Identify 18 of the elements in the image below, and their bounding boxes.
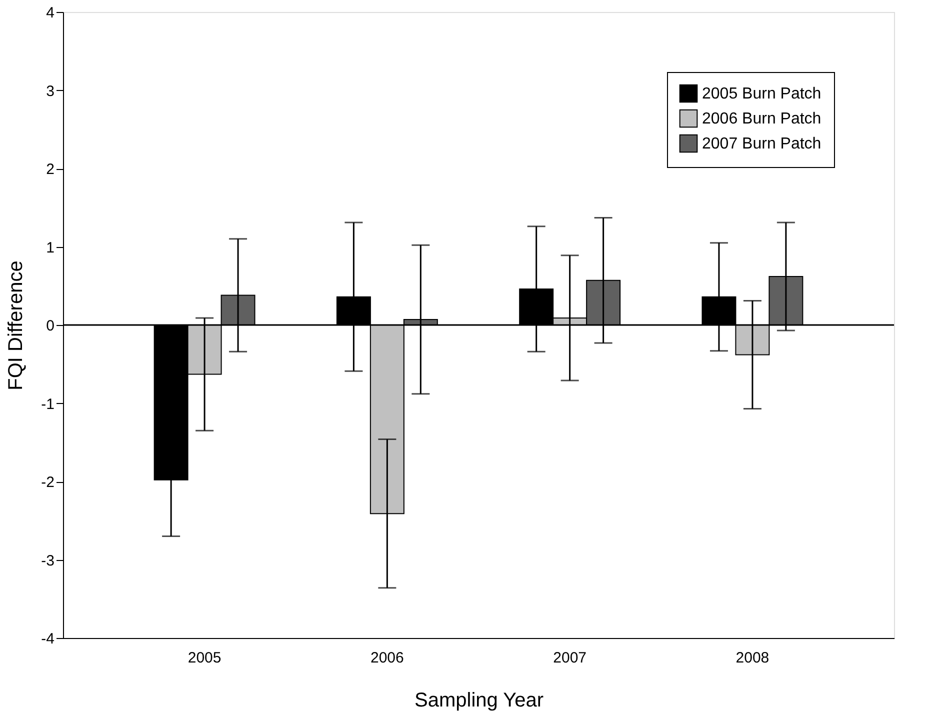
y-axis-title: FQI Difference <box>5 260 28 390</box>
x-axis-title: Sampling Year <box>414 690 544 712</box>
y-tick-label: -3 <box>41 552 54 570</box>
x-tick-label: 2007 <box>553 650 587 666</box>
x-tick-label: 2005 <box>188 650 222 666</box>
y-tick-label: -1 <box>41 396 54 413</box>
y-tick-label: 1 <box>46 239 54 256</box>
y-tick-label: -4 <box>41 630 54 648</box>
y-tick-label: 0 <box>46 318 54 334</box>
legend-label: 2006 Burn Patch <box>702 110 822 128</box>
y-tick-label: 4 <box>46 4 54 22</box>
y-tick-label: -2 <box>41 474 54 491</box>
y-tick-label: 3 <box>46 82 54 100</box>
x-tick-label: 2006 <box>370 650 404 666</box>
x-tick-label: 2008 <box>736 650 770 666</box>
legend-label: 2007 Burn Patch <box>702 136 822 152</box>
y-tick-label: 2 <box>46 161 54 178</box>
legend-label: 2005 Burn Patch <box>702 86 822 102</box>
